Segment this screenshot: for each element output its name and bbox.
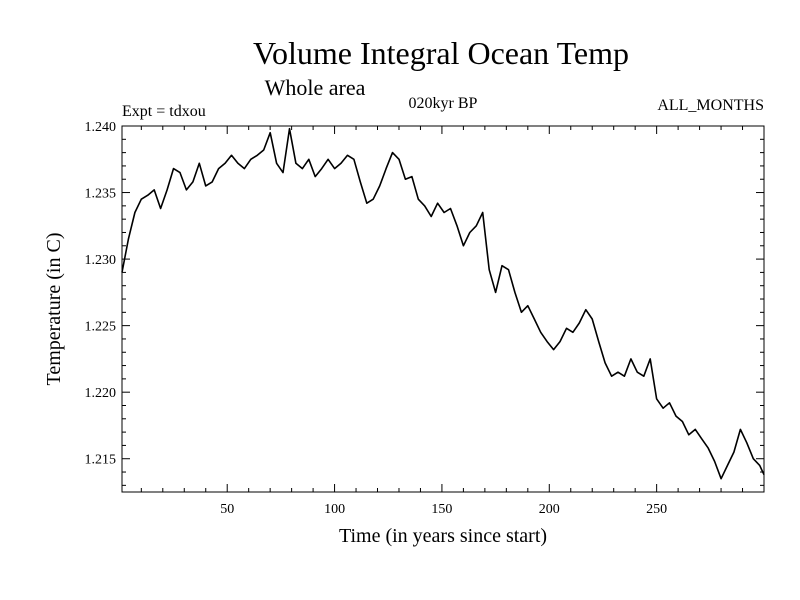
y-tick-label: 1.225 bbox=[85, 320, 117, 335]
x-tick-label: 50 bbox=[220, 502, 234, 517]
period-label: 020kyr BP bbox=[409, 95, 478, 112]
x-tick-label: 150 bbox=[431, 502, 452, 517]
y-axis-label: Temperature (in C) bbox=[43, 233, 65, 386]
series-line bbox=[121, 127, 765, 480]
months-label: ALL_MONTHS bbox=[657, 97, 764, 114]
y-tick-label: 1.235 bbox=[85, 187, 117, 202]
chart-subtitle: Whole area bbox=[265, 75, 366, 100]
x-tick-label: 200 bbox=[539, 502, 560, 517]
x-axis-label: Time (in years since start) bbox=[339, 525, 547, 547]
x-tick-label: 250 bbox=[646, 502, 667, 517]
series-layer bbox=[121, 127, 765, 480]
tick-labels: 50 100 150 200 250 1.215 1.220 1.225 1.230 1.235 1… bbox=[85, 120, 668, 517]
y-tick-label: 1.215 bbox=[85, 453, 117, 468]
x-tick-label: 100 bbox=[324, 502, 345, 517]
y-tick-label: 1.240 bbox=[85, 120, 117, 135]
y-tick-label: 1.220 bbox=[85, 386, 117, 401]
y-tick-label: 1.230 bbox=[85, 253, 117, 268]
axis-ticks bbox=[122, 125, 764, 492]
experiment-label: Expt = tdxou bbox=[122, 103, 206, 120]
plot-frame bbox=[121, 125, 765, 493]
chart-title: Volume Integral Ocean Temp bbox=[253, 35, 629, 71]
